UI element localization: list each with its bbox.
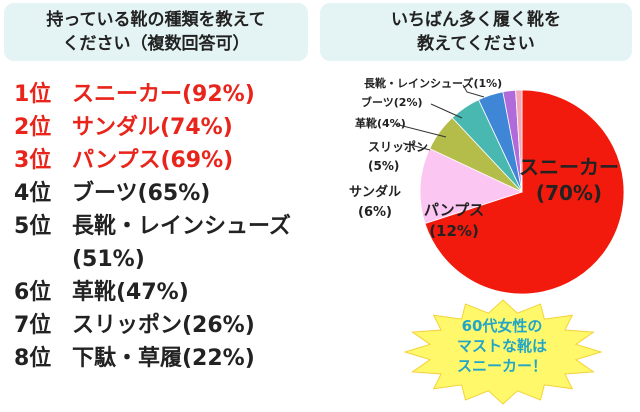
slice-label: (12%) bbox=[429, 222, 479, 240]
ranking-position: 5位 bbox=[14, 214, 52, 239]
ranking-position: 3位 bbox=[14, 148, 52, 173]
slice-label: スリッポン bbox=[368, 139, 428, 154]
slice-label: (5%) bbox=[368, 159, 399, 173]
slice-label: スニーカー bbox=[519, 155, 619, 179]
slice-label: (70%) bbox=[536, 181, 602, 205]
ranking-item: 2位 サンダル(74%) bbox=[14, 111, 314, 144]
pie-slice bbox=[515, 89, 523, 193]
ranking-position: 1位 bbox=[14, 82, 52, 107]
ranking-label: 革靴(47%) bbox=[72, 280, 189, 305]
slice-label: (6%) bbox=[358, 205, 392, 220]
question-right-box: いちばん多く履く靴を 教えてください bbox=[320, 3, 632, 61]
ranking-label: スリッポン(26%) bbox=[72, 313, 255, 338]
ranking-position: 6位 bbox=[14, 280, 52, 305]
leader-lines bbox=[394, 84, 485, 151]
leader-line bbox=[430, 103, 463, 119]
ranking-position: 8位 bbox=[14, 346, 52, 371]
pie-slice bbox=[424, 89, 625, 295]
ranking-item: 4位 ブーツ(65%) bbox=[14, 177, 314, 210]
ranking-item: 8位 下駄・草履(22%) bbox=[14, 342, 314, 375]
question-left-line2: ください（複数回答可） bbox=[62, 34, 250, 54]
callout-line3: スニーカー！ bbox=[457, 357, 547, 375]
ranking-label: パンプス(69%) bbox=[72, 148, 234, 173]
leader-line bbox=[394, 123, 447, 138]
slice-labels: スニーカー(70%) パンプス (12%) サンダル (6%) スリッポン (5%) 革靴(4… bbox=[349, 76, 619, 240]
ranking-position: 7位 bbox=[14, 313, 52, 338]
ranking-position: 2位 bbox=[14, 115, 52, 140]
callout-burst: 60代女性の マストな靴は スニーカー！ bbox=[403, 299, 603, 405]
ranking-item: 3位 パンプス(69%) bbox=[14, 144, 314, 177]
slice-label: サンダル bbox=[349, 184, 401, 200]
ranking-label: スニーカー(92%) bbox=[72, 82, 255, 107]
ranking-item: 1位 スニーカー(92%) bbox=[14, 78, 314, 111]
slice-label: ブーツ(2%) bbox=[361, 95, 423, 109]
leader-line bbox=[402, 142, 431, 151]
ranking-label: ブーツ(65%) bbox=[72, 181, 211, 206]
ranking-item: 7位 スリッポン(26%) bbox=[14, 309, 314, 342]
ranking-item: 6位 革靴(47%) bbox=[14, 276, 314, 309]
ranking-position: 4位 bbox=[14, 181, 52, 206]
slice-label: パンプス bbox=[424, 201, 484, 219]
pie-slices bbox=[419, 89, 625, 295]
callout-burst-shape bbox=[403, 299, 603, 405]
question-right-line2: 教えてください bbox=[417, 34, 535, 54]
question-left-line1: 持っている靴の種類を教えて bbox=[46, 10, 266, 30]
slice-label: 長靴・レインシューズ(1%) bbox=[364, 76, 502, 90]
ranking-label: サンダル(74%) bbox=[72, 115, 233, 140]
pie-slice bbox=[419, 148, 524, 225]
question-left-box: 持っている靴の種類を教えて ください（複数回答可） bbox=[4, 3, 308, 61]
ranking-list: 1位 スニーカー(92%) 2位 サンダル(74%) 3位 パンプス(69%) 4位 ブーツ(… bbox=[14, 78, 314, 375]
ranking-label: 長靴・レインシューズ(51%) bbox=[72, 214, 291, 272]
callout-line1: 60代女性の bbox=[462, 317, 543, 335]
callout-line2: マストな靴は bbox=[457, 337, 547, 355]
ranking-label: 下駄・草履(22%) bbox=[72, 346, 255, 371]
question-right-line1: いちばん多く履く靴を bbox=[391, 10, 561, 30]
slice-label: 革靴(4%) bbox=[355, 116, 406, 130]
leader-line bbox=[462, 84, 485, 98]
ranking-item: 5位 長靴・レインシューズ(51%) bbox=[14, 210, 314, 276]
